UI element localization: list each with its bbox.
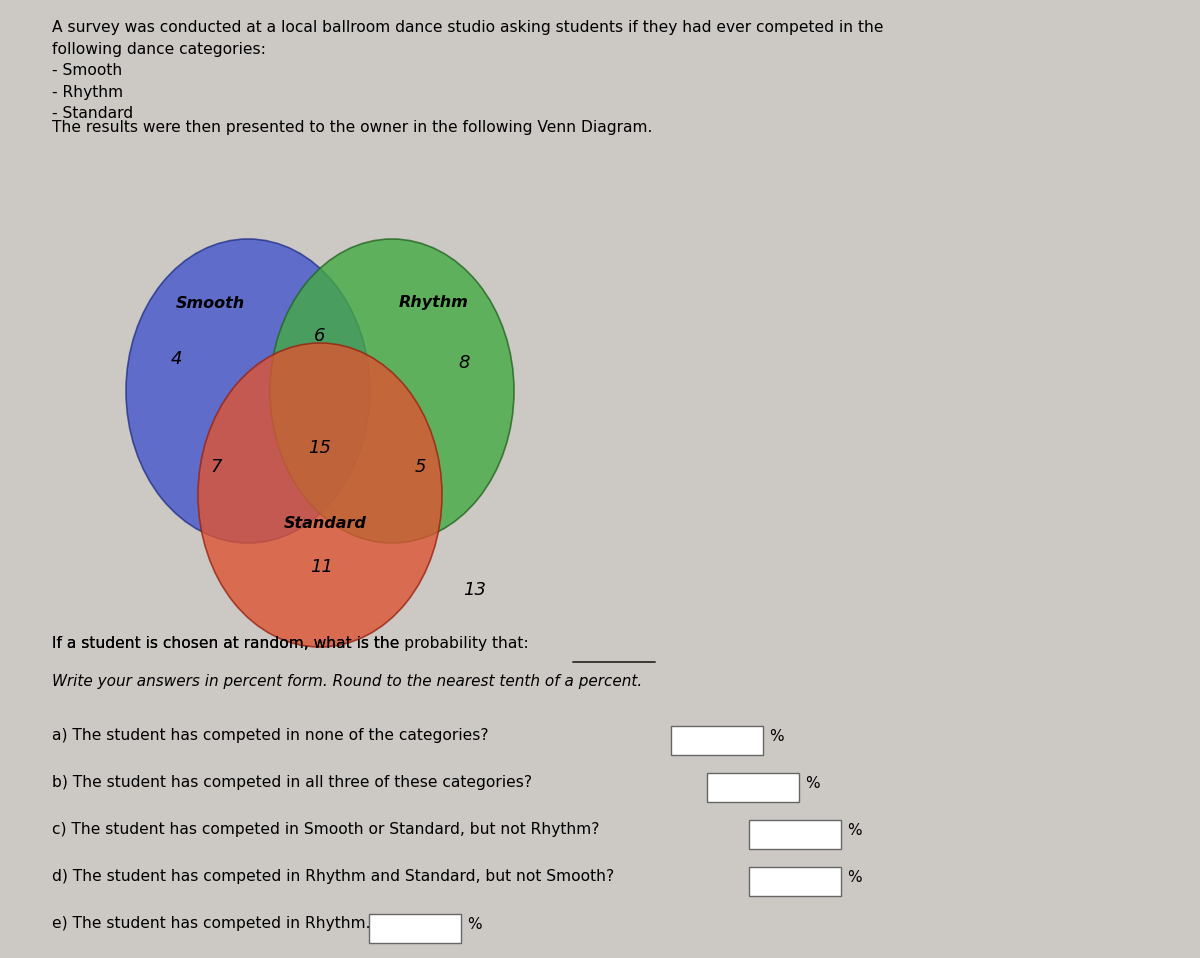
Text: 15: 15 xyxy=(308,439,331,457)
Text: 7: 7 xyxy=(210,458,222,476)
Text: %: % xyxy=(847,870,862,885)
Text: 6: 6 xyxy=(314,327,325,345)
FancyBboxPatch shape xyxy=(749,819,841,849)
Ellipse shape xyxy=(270,239,514,543)
Text: The results were then presented to the owner in the following Venn Diagram.: The results were then presented to the o… xyxy=(52,120,653,135)
FancyBboxPatch shape xyxy=(749,866,841,896)
Text: If a student is chosen at random, what is the probability that:: If a student is chosen at random, what i… xyxy=(52,636,529,651)
Text: e) The student has competed in Rhythm.: e) The student has competed in Rhythm. xyxy=(52,916,371,931)
Text: 5: 5 xyxy=(414,458,426,476)
Text: 13: 13 xyxy=(463,581,486,599)
Text: A survey was conducted at a local ballroom dance studio asking students if they : A survey was conducted at a local ballro… xyxy=(52,20,883,122)
Ellipse shape xyxy=(126,239,370,543)
Text: b) The student has competed in all three of these categories?: b) The student has competed in all three… xyxy=(52,775,532,790)
Text: Write your answers in percent form. Round to the nearest tenth of a percent.: Write your answers in percent form. Roun… xyxy=(52,674,642,689)
Text: Rhythm: Rhythm xyxy=(400,295,469,310)
Text: %: % xyxy=(847,823,862,838)
Text: Smooth: Smooth xyxy=(175,295,245,310)
Text: 4: 4 xyxy=(170,350,181,368)
FancyBboxPatch shape xyxy=(707,772,799,802)
Text: d) The student has competed in Rhythm and Standard, but not Smooth?: d) The student has competed in Rhythm an… xyxy=(52,869,614,884)
Text: 11: 11 xyxy=(311,558,334,576)
Text: %: % xyxy=(467,917,481,932)
Text: c) The student has competed in Smooth or Standard, but not Rhythm?: c) The student has competed in Smooth or… xyxy=(52,822,600,837)
Text: If a student is chosen at random, what is the: If a student is chosen at random, what i… xyxy=(52,636,404,651)
Text: %: % xyxy=(769,729,784,744)
Text: a) The student has competed in none of the categories?: a) The student has competed in none of t… xyxy=(52,728,488,743)
Text: 8: 8 xyxy=(458,354,469,372)
FancyBboxPatch shape xyxy=(370,914,461,943)
Text: Standard: Standard xyxy=(283,515,366,531)
Text: %: % xyxy=(805,776,820,791)
Ellipse shape xyxy=(198,343,442,647)
FancyBboxPatch shape xyxy=(671,725,763,755)
